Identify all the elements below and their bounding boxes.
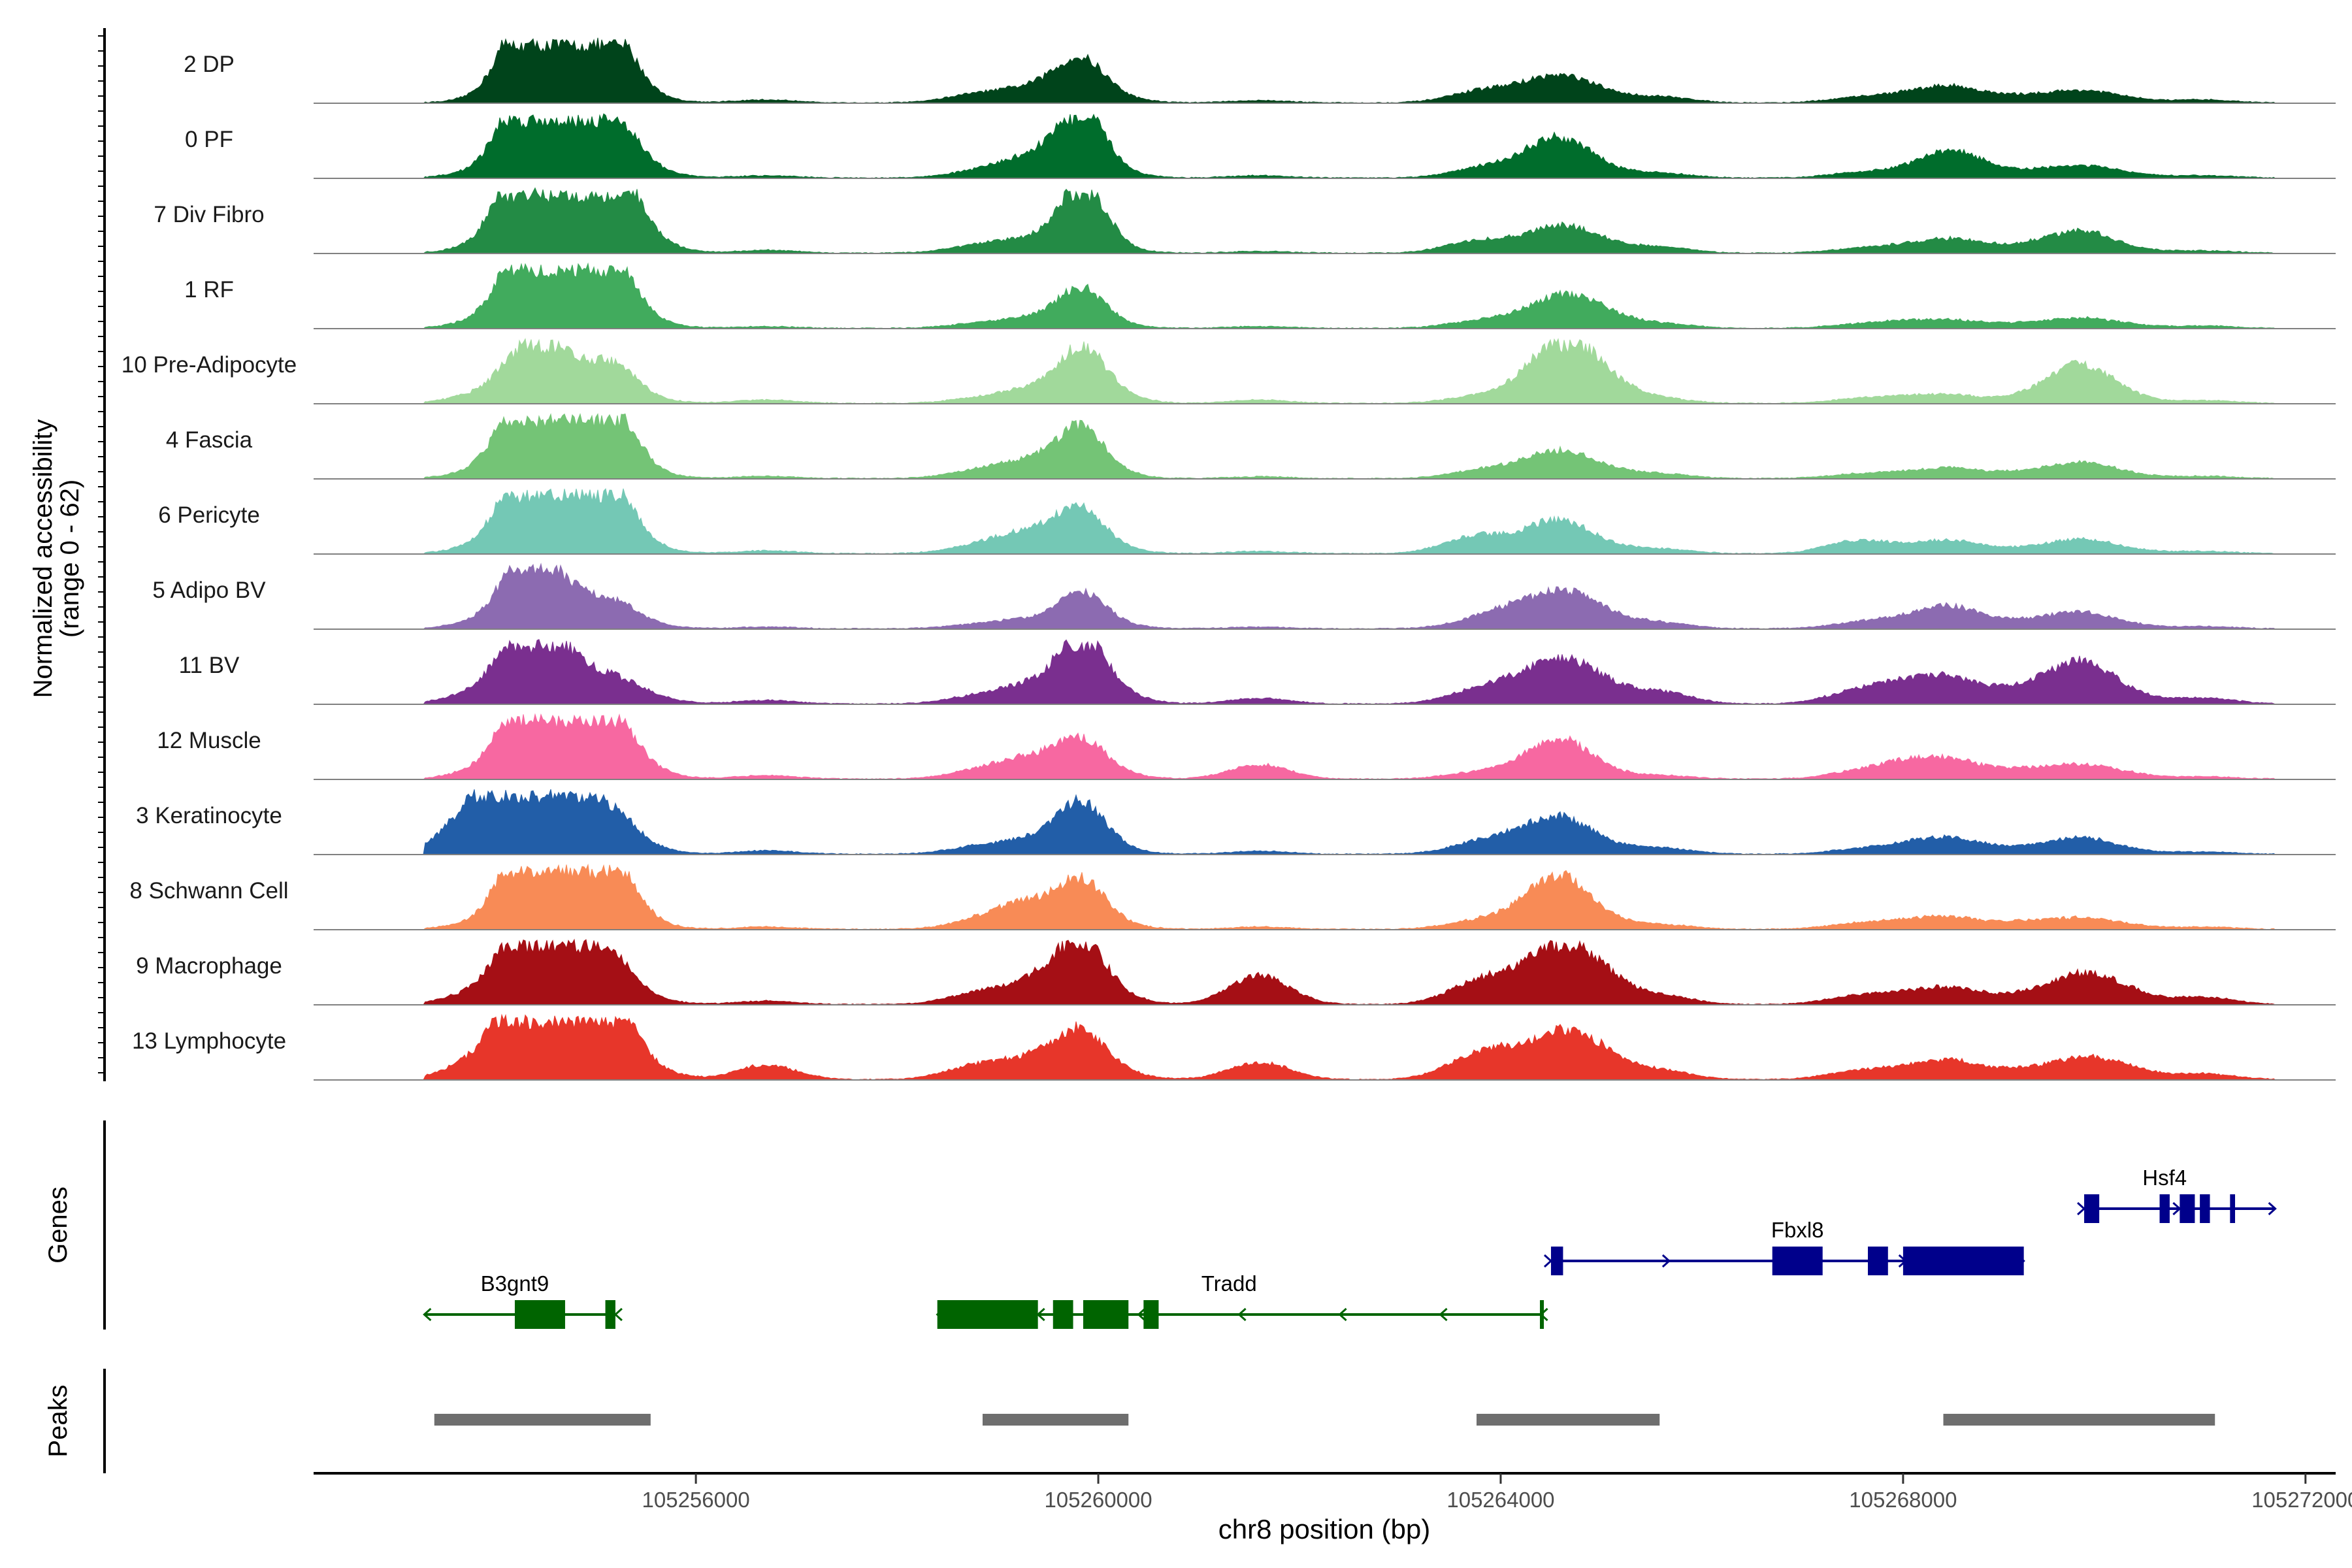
track-10-pre-adipocyte: 10 Pre-Adipocyte (122, 338, 2336, 404)
track-label: 7 Div Fibro (154, 202, 264, 227)
track-label: 5 Adipo BV (152, 578, 266, 603)
gene-exon (1772, 1247, 1823, 1275)
gene-label: B3gnt9 (481, 1271, 549, 1296)
coverage-area (314, 488, 2336, 555)
strand-arrow (2172, 1201, 2181, 1216)
track-label: 2 DP (184, 52, 235, 77)
gene-exon (605, 1300, 615, 1329)
gene-label: Fbxl8 (1771, 1218, 1824, 1242)
gene-exon (1053, 1300, 1073, 1329)
track-12-muscle: 12 Muscle (157, 713, 2336, 780)
strand-arrow (423, 1307, 432, 1322)
strand-arrow (2268, 1201, 2277, 1216)
gene-exon (1550, 1247, 1563, 1275)
gene-exon (1540, 1300, 1544, 1329)
strand-arrow (1237, 1307, 1247, 1322)
x-tick-label: 105272000 (2251, 1488, 2352, 1512)
track-0-pf: 0 PF (185, 113, 2336, 179)
strand-arrow (1036, 1307, 1045, 1322)
peak-bar (1943, 1414, 2215, 1426)
track-2-dp: 2 DP (184, 37, 2336, 104)
coverage-area (314, 938, 2336, 1005)
track-3-keratinocyte: 3 Keratinocyte (136, 789, 2336, 855)
track-label: 11 BV (179, 653, 240, 678)
gene-exon (937, 1300, 1038, 1329)
x-axis-label: chr8 position (bp) (1218, 1514, 1431, 1544)
track-label: 9 Macrophage (136, 953, 282, 979)
gene-b3gnt9: B3gnt9 (423, 1271, 623, 1329)
coverage-area (314, 187, 2336, 254)
x-tick-label: 105268000 (1849, 1488, 1957, 1512)
strand-arrow (1661, 1254, 1671, 1268)
track-7-div-fibro: 7 Div Fibro (154, 187, 2336, 254)
coverage-area (314, 789, 2336, 855)
peaks-panel-label: Peaks (44, 1384, 73, 1457)
gene-exon (2180, 1194, 2195, 1223)
coverage-area (314, 639, 2336, 705)
gene-exon (2159, 1194, 2170, 1223)
track-label: 12 Muscle (157, 728, 261, 753)
track-label: 6 Pericyte (158, 502, 260, 528)
gene-exon (1867, 1247, 1888, 1275)
track-9-macrophage: 9 Macrophage (136, 938, 2336, 1005)
coverage-area (314, 1013, 2336, 1081)
coverage-area (314, 338, 2336, 404)
x-tick-label: 105256000 (642, 1488, 750, 1512)
coverage-area (314, 713, 2336, 780)
track-11-bv: 11 BV (179, 639, 2336, 705)
track-label: 0 PF (185, 127, 233, 152)
gene-exon (2230, 1194, 2236, 1223)
gene-exon (2084, 1194, 2100, 1223)
coverage-area (314, 863, 2336, 930)
x-axis: 105256000 105260000 105264000 105268000 1052… (314, 1472, 2352, 1544)
track-label: 1 RF (184, 277, 234, 302)
genes-panel-label: Genes (44, 1186, 73, 1264)
track-label: 4 Fascia (166, 427, 253, 453)
gene-fbxl8: Fbxl8 (1543, 1218, 2025, 1275)
track-label: 13 Lymphocyte (132, 1028, 286, 1054)
track-13-lymphocyte: 13 Lymphocyte (132, 1013, 2336, 1081)
gene-exon (1083, 1300, 1129, 1329)
tracks-y-axis (98, 28, 106, 1081)
coverage-tracks: 2 DP 0 PF 7 Div Fibro 1 RF 10 Pre-Adipocyte 4… (122, 37, 2336, 1081)
gene-exon (2200, 1194, 2210, 1223)
coverage-area (314, 113, 2336, 179)
gene-exon (1143, 1300, 1159, 1329)
y-axis-label: Normalized accessibility (29, 419, 57, 698)
peak-bar (434, 1414, 651, 1426)
gene-exon (1903, 1247, 2024, 1275)
strand-arrow (2077, 1201, 2086, 1216)
track-1-rf: 1 RF (184, 262, 2336, 329)
gene-label: Tradd (1201, 1271, 1257, 1296)
strand-arrow (1137, 1307, 1146, 1322)
genes-panel: Genes B3gnt9 Tradd Fbxl8 Hsf4 (44, 1120, 2277, 1330)
x-tick-label: 105264000 (1446, 1488, 1554, 1512)
gene-tradd: Tradd (936, 1271, 1548, 1329)
coverage-area (314, 262, 2336, 329)
strand-arrow (1338, 1307, 1347, 1322)
peak-bar (1477, 1414, 1660, 1426)
gene-exon (514, 1300, 565, 1329)
peaks-panel: Peaks (44, 1369, 2215, 1473)
gene-hsf4: Hsf4 (2077, 1166, 2277, 1223)
track-label: 8 Schwann Cell (129, 878, 288, 904)
coverage-area (314, 37, 2336, 104)
strand-arrow (613, 1307, 623, 1322)
track-6-pericyte: 6 Pericyte (158, 488, 2336, 555)
y-axis-range-label: (range 0 - 62) (56, 480, 84, 638)
gene-label: Hsf4 (2142, 1166, 2187, 1190)
x-tick-label: 105260000 (1044, 1488, 1152, 1512)
peak-bar (982, 1414, 1129, 1426)
track-8-schwann-cell: 8 Schwann Cell (129, 863, 2336, 930)
track-label: 10 Pre-Adipocyte (122, 352, 297, 378)
track-5-adipo-bv: 5 Adipo BV (152, 563, 2336, 630)
strand-arrow (1543, 1254, 1553, 1268)
track-label: 3 Keratinocyte (136, 803, 282, 828)
track-4-fascia: 4 Fascia (166, 413, 2336, 480)
coverage-area (314, 413, 2336, 480)
coverage-area (314, 563, 2336, 630)
strand-arrow (1439, 1307, 1448, 1322)
